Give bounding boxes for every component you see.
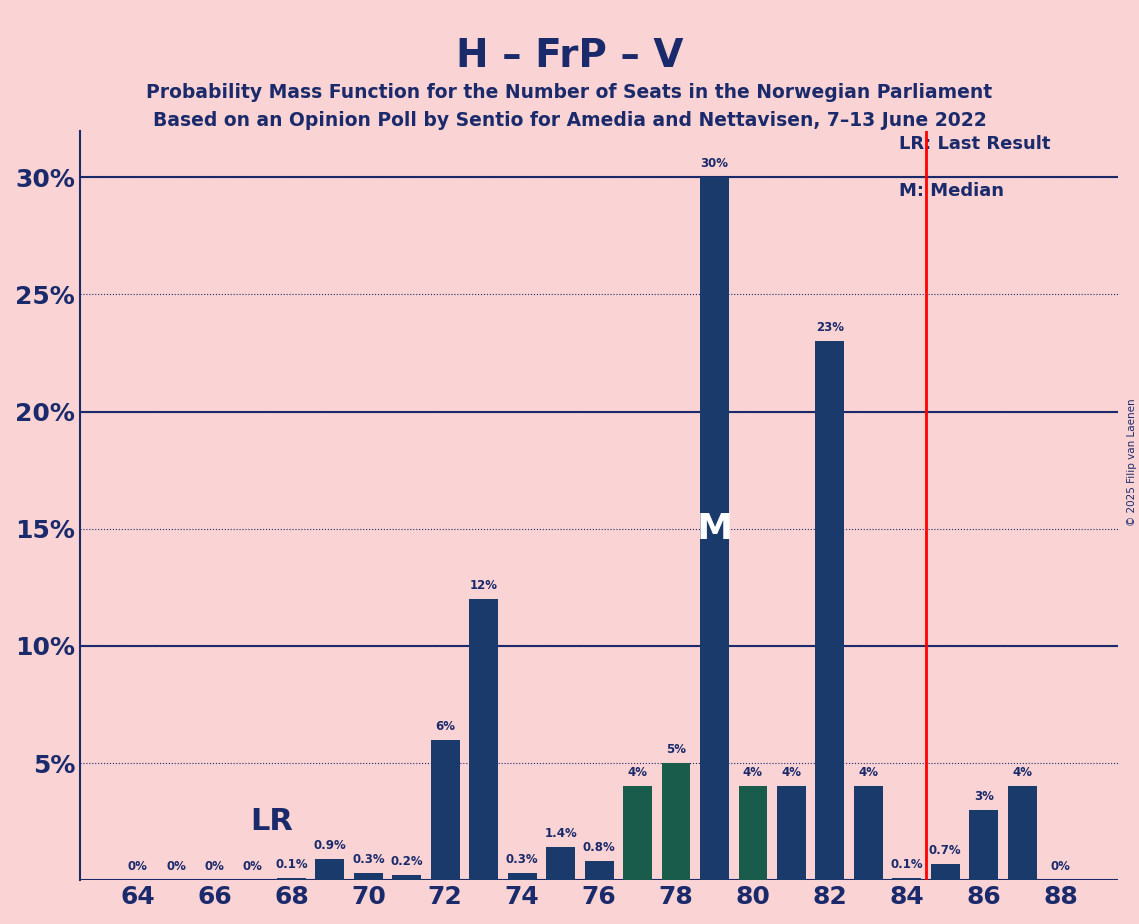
Text: 0%: 0% bbox=[128, 860, 147, 873]
Bar bbox=[547, 847, 575, 881]
Bar bbox=[738, 786, 768, 881]
Text: © 2025 Filip van Laenen: © 2025 Filip van Laenen bbox=[1126, 398, 1137, 526]
Text: 1.4%: 1.4% bbox=[544, 827, 577, 840]
Bar bbox=[277, 878, 305, 881]
Bar bbox=[854, 786, 883, 881]
Text: 4%: 4% bbox=[743, 766, 763, 780]
Bar bbox=[969, 809, 998, 881]
Bar bbox=[469, 599, 498, 881]
Bar bbox=[392, 875, 421, 881]
Bar bbox=[623, 786, 652, 881]
Text: 0%: 0% bbox=[243, 860, 263, 873]
Text: 0.8%: 0.8% bbox=[583, 842, 615, 855]
Text: 0%: 0% bbox=[1050, 860, 1071, 873]
Text: 0.3%: 0.3% bbox=[352, 853, 385, 866]
Text: 30%: 30% bbox=[700, 157, 729, 170]
Text: H – FrP – V: H – FrP – V bbox=[456, 37, 683, 75]
Text: 4%: 4% bbox=[859, 766, 878, 780]
Text: 12%: 12% bbox=[469, 579, 498, 592]
Text: 4%: 4% bbox=[1013, 766, 1032, 780]
Text: 4%: 4% bbox=[781, 766, 802, 780]
Text: 0%: 0% bbox=[205, 860, 224, 873]
Bar bbox=[508, 873, 536, 881]
Text: M: Median: M: Median bbox=[899, 182, 1005, 200]
Text: 0.2%: 0.2% bbox=[391, 856, 423, 869]
Bar bbox=[662, 763, 690, 881]
Bar bbox=[892, 878, 921, 881]
Text: 0.1%: 0.1% bbox=[276, 857, 308, 870]
Text: 23%: 23% bbox=[816, 322, 844, 334]
Text: Probability Mass Function for the Number of Seats in the Norwegian Parliament: Probability Mass Function for the Number… bbox=[147, 83, 992, 103]
Bar bbox=[777, 786, 805, 881]
Bar bbox=[316, 859, 344, 881]
Text: 4%: 4% bbox=[628, 766, 648, 780]
Text: Based on an Opinion Poll by Sentio for Amedia and Nettavisen, 7–13 June 2022: Based on an Opinion Poll by Sentio for A… bbox=[153, 111, 986, 130]
Bar bbox=[584, 861, 614, 881]
Bar bbox=[816, 341, 844, 881]
Text: 0.1%: 0.1% bbox=[891, 857, 923, 870]
Text: LR: LR bbox=[251, 807, 294, 836]
Text: M: M bbox=[696, 512, 732, 546]
Text: 0.9%: 0.9% bbox=[313, 839, 346, 852]
Bar bbox=[1008, 786, 1036, 881]
Text: 3%: 3% bbox=[974, 790, 993, 803]
Bar bbox=[354, 873, 383, 881]
Bar bbox=[700, 177, 729, 881]
Text: 5%: 5% bbox=[666, 743, 686, 756]
Bar bbox=[431, 739, 460, 881]
Text: 0%: 0% bbox=[166, 860, 186, 873]
Text: 0.3%: 0.3% bbox=[506, 853, 539, 866]
Bar bbox=[931, 864, 960, 881]
Text: 0.7%: 0.7% bbox=[929, 844, 961, 857]
Text: 6%: 6% bbox=[435, 720, 456, 733]
Text: LR: Last Result: LR: Last Result bbox=[899, 135, 1050, 153]
